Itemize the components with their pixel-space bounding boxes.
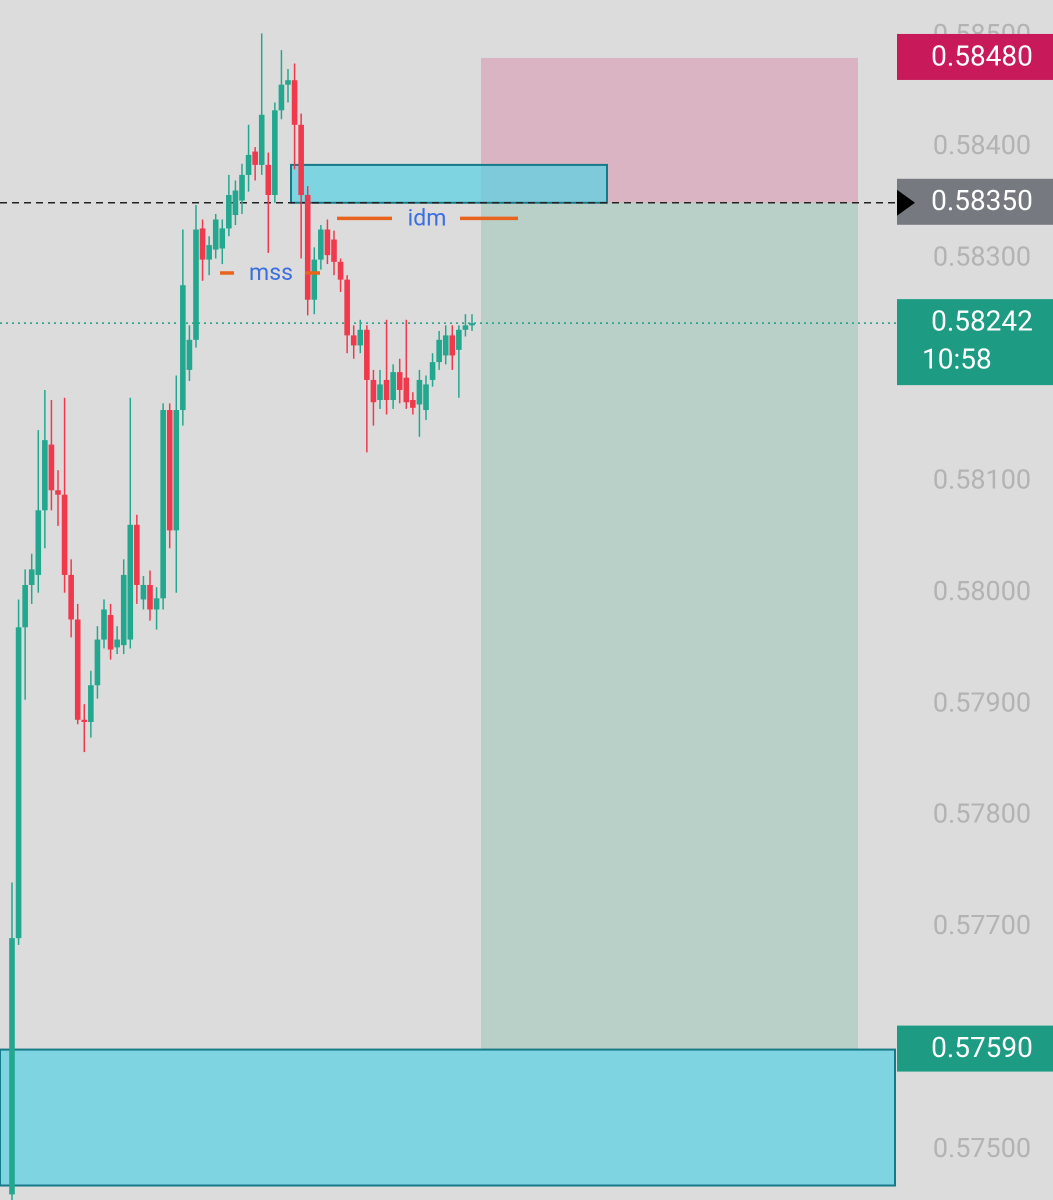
- candle-body: [153, 598, 160, 610]
- candle-body: [291, 80, 298, 125]
- candle-body: [212, 219, 219, 250]
- y-tick-label: 0.57800: [933, 798, 1031, 830]
- candle-body: [403, 377, 410, 403]
- candle-body: [456, 329, 462, 350]
- candle-body: [35, 510, 42, 575]
- candle-body: [252, 151, 258, 165]
- candle-body: [94, 639, 101, 686]
- candle-body: [232, 190, 239, 216]
- price-label-box: [897, 33, 1053, 80]
- candle-body: [449, 335, 456, 356]
- annotation-label: idm: [408, 204, 447, 231]
- candle-body: [15, 627, 22, 939]
- candle-body: [357, 329, 364, 346]
- candle-body: [410, 400, 416, 408]
- candle-body: [429, 362, 436, 380]
- candle-body: [272, 110, 278, 195]
- candle-body: [258, 114, 265, 165]
- candle-body: [226, 194, 232, 229]
- candle-body: [140, 584, 147, 600]
- candle-body: [114, 639, 120, 648]
- y-tick-label: 0.58400: [933, 129, 1031, 161]
- price-label: 0.58350: [931, 184, 1033, 217]
- candle-body: [42, 440, 48, 511]
- y-tick-label: 0.58300: [933, 241, 1031, 273]
- candle-body: [68, 574, 74, 620]
- candle-body: [160, 410, 166, 599]
- y-tick-label: 0.58000: [933, 575, 1031, 607]
- y-tick-label: 0.58100: [933, 463, 1031, 495]
- candle-body: [462, 325, 469, 330]
- candle-body: [324, 229, 331, 256]
- y-tick-label: 0.57900: [933, 686, 1031, 718]
- candle-body: [101, 609, 107, 640]
- candle-body: [199, 228, 206, 260]
- candle-body: [193, 229, 199, 340]
- candle-body: [377, 384, 383, 400]
- candle-body: [107, 615, 114, 650]
- candle-body: [55, 490, 61, 495]
- zone-box: [290, 163, 608, 204]
- annotation-label: mss: [249, 259, 293, 286]
- candle-body: [173, 410, 180, 531]
- candle-body: [364, 329, 370, 380]
- zone-box: [0, 1048, 896, 1187]
- candle-body: [331, 239, 337, 262]
- candle-body: [239, 174, 245, 201]
- candle-body: [442, 335, 449, 356]
- countdown: 10:58: [922, 343, 992, 376]
- candle-body: [120, 574, 127, 646]
- candle-body: [147, 584, 153, 610]
- price-label: 0.57590: [931, 1031, 1033, 1064]
- candle-body: [311, 259, 318, 300]
- price-label-box: [897, 178, 1053, 225]
- candle-body: [436, 339, 442, 363]
- candle-body: [28, 569, 35, 585]
- candle-body: [278, 84, 285, 111]
- candle-body: [88, 685, 94, 723]
- y-tick-label: 0.57500: [933, 1132, 1031, 1164]
- candle-body: [350, 335, 357, 346]
- candle-body: [245, 154, 252, 175]
- candle-body: [423, 384, 429, 411]
- candle-body: [298, 124, 304, 195]
- candle-body: [337, 261, 344, 280]
- candle-body: [180, 285, 186, 411]
- candle-body: [22, 584, 28, 628]
- candle-body: [9, 938, 15, 1195]
- candle-body: [390, 372, 396, 400]
- candle-body: [265, 164, 272, 195]
- candle-body: [166, 410, 173, 531]
- candle-body: [219, 228, 226, 249]
- target-zone: [481, 202, 858, 1050]
- candle-body: [48, 444, 55, 491]
- candle-body: [318, 229, 324, 260]
- candle-body: [81, 719, 88, 723]
- price-label-box: [897, 1025, 1053, 1072]
- candle-body: [383, 379, 390, 400]
- candle-body: [370, 379, 377, 403]
- candle-body: [61, 494, 68, 575]
- candle-body: [396, 372, 403, 390]
- candle-body: [469, 323, 475, 326]
- candle-body: [74, 619, 81, 720]
- price-label: 0.58480: [931, 39, 1033, 72]
- candle-body: [127, 524, 134, 640]
- candle-body: [134, 524, 140, 585]
- candle-body: [304, 194, 311, 300]
- y-tick-label: 0.57700: [933, 909, 1031, 941]
- candle-body: [285, 80, 291, 85]
- candle-body: [206, 245, 212, 260]
- candle-body: [186, 339, 193, 370]
- candle-body: [416, 379, 423, 405]
- entry-arrow: [897, 189, 915, 216]
- candle-body: [344, 279, 350, 336]
- price-label-box: [897, 299, 1053, 386]
- price-label: 0.58242: [931, 305, 1033, 338]
